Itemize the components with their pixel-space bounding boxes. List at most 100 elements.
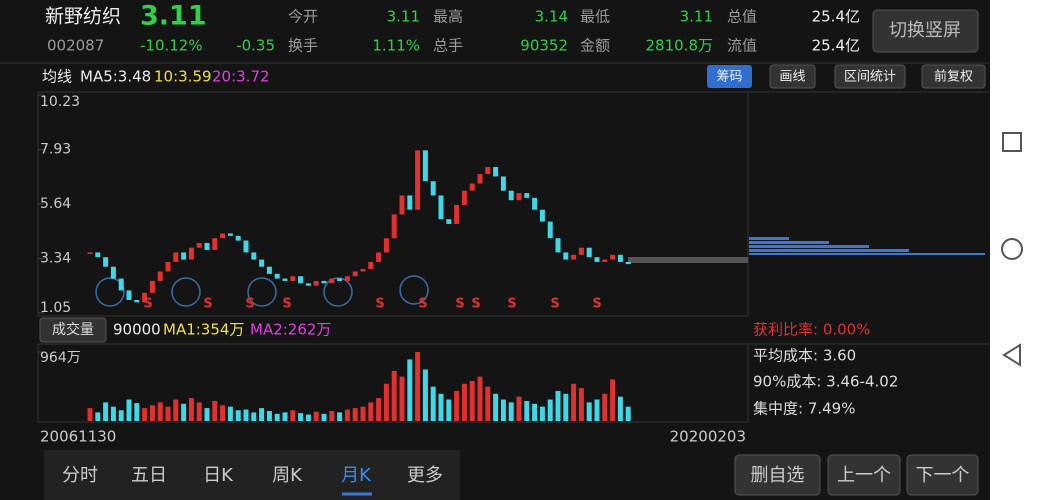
candle: [547, 221, 553, 239]
signal: S: [203, 297, 212, 312]
candle: [454, 204, 460, 224]
candle: [235, 235, 241, 241]
toolbar-button[interactable]: [921, 64, 986, 89]
tool-icon[interactable]: [399, 275, 429, 305]
candle: [142, 292, 148, 303]
change: -0.35: [236, 37, 275, 55]
avg-cost: 平均成本: 3.60: [753, 347, 856, 365]
candle: [415, 150, 421, 210]
signal: S: [375, 297, 384, 312]
toolbar-button-label: 画线: [779, 70, 805, 85]
candle: [430, 181, 436, 196]
volume-bar: [235, 410, 241, 421]
volume-bar: [313, 411, 319, 421]
candle: [422, 150, 428, 182]
candle: [344, 276, 350, 281]
candle: [290, 276, 296, 281]
action-button[interactable]: [734, 454, 821, 496]
volume-bar: [251, 412, 257, 421]
start-date: 20061130: [40, 428, 116, 446]
tab[interactable]: 分时: [62, 465, 98, 486]
volume-ma1: MA1:354万: [163, 321, 244, 339]
candle: [563, 252, 569, 260]
volume-button[interactable]: [39, 317, 107, 343]
signal: S: [143, 297, 152, 312]
volume-bar: [305, 414, 311, 421]
candle: [181, 252, 187, 260]
stat-value: 90352: [520, 37, 568, 55]
candle: [337, 278, 343, 281]
tab[interactable]: 月K: [341, 465, 372, 486]
volume-bar: [376, 398, 382, 421]
candle: [305, 283, 311, 286]
candle: [610, 254, 616, 260]
volume-bar: [220, 405, 226, 421]
tab[interactable]: 更多: [407, 465, 443, 486]
volume-bar: [539, 406, 545, 421]
stat-label: 流值: [727, 37, 757, 55]
stat-label: 总手: [433, 37, 463, 55]
volume-bar: [157, 402, 163, 421]
chip-bar: [749, 249, 909, 252]
orientation-button[interactable]: [872, 9, 979, 53]
volume-bar: [188, 398, 194, 421]
action-button[interactable]: [906, 454, 979, 496]
action-label: 下一个: [916, 465, 970, 486]
cost-90: 90%成本: 3.46-4.02: [753, 373, 898, 391]
candle: [446, 219, 452, 224]
toolbar-button-label: 筹码: [716, 69, 742, 85]
volume-current: 90000: [113, 321, 161, 339]
action-button[interactable]: [827, 454, 901, 496]
signal: S: [455, 297, 464, 312]
signal: S: [592, 297, 601, 312]
tool-icon[interactable]: [171, 277, 201, 307]
volume-bar: [602, 393, 608, 421]
candle: [407, 195, 413, 210]
recent-apps[interactable]: [1002, 132, 1022, 152]
tab[interactable]: 五日: [131, 465, 167, 486]
toolbar-button[interactable]: [834, 64, 906, 89]
candle: [399, 195, 405, 215]
volume-bar: [290, 410, 296, 421]
tool-icon[interactable]: [323, 277, 353, 307]
volume-bar: [243, 409, 249, 421]
volume-bar: [586, 402, 592, 421]
back[interactable]: [1002, 343, 1021, 367]
volume-bar: [516, 396, 522, 421]
tool-icon[interactable]: [95, 277, 125, 307]
tab[interactable]: 周K: [272, 465, 303, 486]
y-tick-label: 1.05: [40, 300, 71, 316]
volume-bar: [329, 410, 335, 421]
toolbar-button[interactable]: [769, 64, 816, 89]
volume-bar: [415, 352, 421, 421]
chip-distribution: [749, 237, 985, 255]
home[interactable]: [1001, 238, 1023, 260]
toolbar-button-label: 区间统计: [844, 70, 896, 85]
price-band: [628, 257, 748, 263]
ma10: 10:3.59: [154, 68, 212, 86]
candle: [259, 259, 265, 267]
candle: [149, 280, 155, 293]
toolbar-button[interactable]: [707, 65, 752, 88]
signal: S: [418, 297, 427, 312]
volume-bar: [181, 403, 187, 421]
stock-name: 新野纺织: [45, 6, 121, 28]
volume-bar: [118, 410, 124, 421]
stat-label: 最高: [433, 8, 463, 26]
volume-bar: [454, 390, 460, 421]
candle: [368, 261, 374, 270]
volume-bar: [469, 380, 475, 421]
volume-bar: [368, 402, 374, 421]
volume-bar: [617, 396, 623, 421]
tool-icons: [95, 275, 429, 307]
volume-bar: [391, 370, 397, 421]
signal: S: [507, 297, 516, 312]
stat-value: 1.11%: [372, 37, 420, 55]
volume-ma2: MA2:262万: [250, 321, 331, 339]
tab[interactable]: 日K: [203, 465, 234, 486]
candle: [594, 257, 600, 262]
tool-icon[interactable]: [247, 277, 277, 307]
candle: [251, 252, 257, 260]
candle: [571, 254, 577, 260]
volume-bar: [360, 406, 366, 421]
